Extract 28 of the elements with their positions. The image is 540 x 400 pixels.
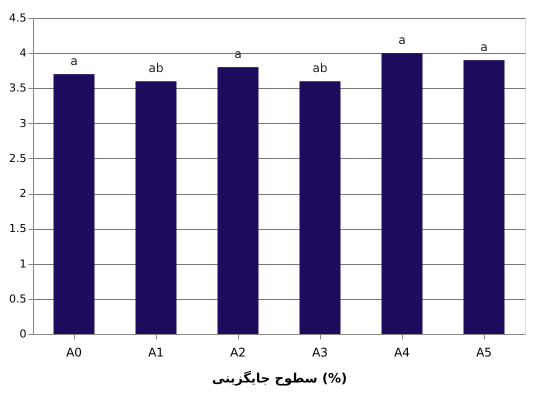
y-tick-label: 0.5 <box>9 292 26 306</box>
data-label: a <box>70 54 78 68</box>
data-label: a <box>398 33 406 48</box>
y-tick-label: 1 <box>20 257 26 270</box>
y-tick-label: 0 <box>20 328 26 340</box>
y-tick-label: 2 <box>20 187 26 200</box>
x-tick-label: A4 <box>394 346 410 360</box>
x-tick-label: A1 <box>148 346 164 360</box>
data-label: ab <box>312 61 328 76</box>
y-tick-label: 2.5 <box>9 152 26 165</box>
bar <box>218 67 258 334</box>
bar <box>382 53 422 334</box>
y-tick-label: 4.5 <box>9 12 26 24</box>
bar <box>54 74 94 334</box>
x-tick-label: A3 <box>312 346 328 360</box>
bar <box>136 81 176 334</box>
y-tick-label: 3.5 <box>9 82 26 95</box>
y-tick-label: 1.5 <box>9 222 26 236</box>
x-tick-label: A0 <box>66 346 82 360</box>
data-label: a <box>480 40 488 54</box>
x-tick-label: A5 <box>476 346 492 360</box>
y-tick-label: 4 <box>20 46 26 60</box>
x-tick-label: A2 <box>230 346 246 360</box>
y-tick-label: 3 <box>20 116 26 130</box>
x-axis-title: سطوح جایگزینی (%) <box>212 370 348 386</box>
data-label: ab <box>148 61 164 76</box>
bar <box>464 60 504 334</box>
bar <box>300 81 340 334</box>
